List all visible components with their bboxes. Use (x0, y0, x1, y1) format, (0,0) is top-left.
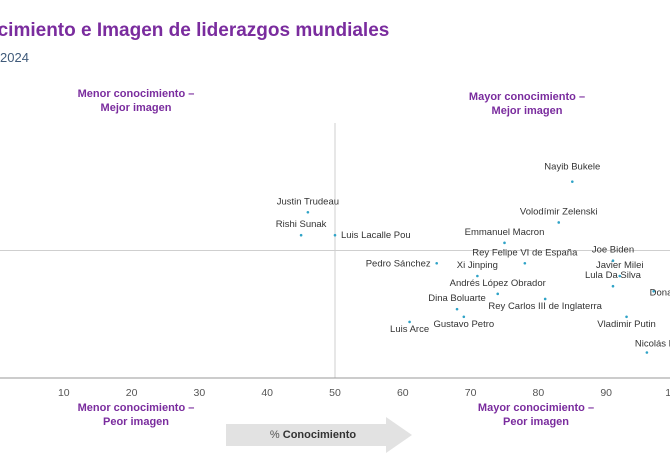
data-point (523, 261, 527, 265)
data-point-label: Xi Jinping (457, 260, 498, 271)
data-point-label: Joe Biden (592, 245, 634, 256)
data-point (333, 233, 337, 237)
quadrant-label-top-right: Mayor conocimiento – Mejor imagen (447, 90, 607, 118)
data-point (299, 233, 303, 237)
data-point-label: Luis Arce (390, 324, 429, 335)
data-point (476, 274, 479, 278)
page-subtitle: 2024 (0, 50, 29, 65)
axis-arrow-title: Conocimiento (282, 429, 357, 441)
x-tick-label: 70 (465, 387, 477, 399)
x-tick-label: 80 (533, 387, 545, 399)
data-point (611, 259, 615, 263)
data-point (557, 221, 561, 224)
data-point (503, 241, 506, 245)
data-point (645, 351, 649, 354)
quadrant-label-top-left: Menor conocimiento – Mejor imagen (56, 87, 216, 115)
data-point-label: Rey Felipe VI de España (472, 247, 578, 258)
data-point (543, 297, 547, 301)
data-point (408, 320, 411, 324)
data-point-label: Nayib Bukele (544, 162, 600, 173)
x-tick-label: 60 (397, 387, 409, 399)
data-point (571, 180, 574, 183)
quadrant-label-line: Mayor conocimiento – (477, 402, 595, 414)
x-tick-label: 40 (261, 387, 273, 399)
data-point-label: Donald Trump (650, 287, 670, 298)
quadrant-label-bottom-right: Mayor conocimiento – Peor imagen (456, 401, 616, 429)
axis-arrow-prefix: % (269, 429, 283, 441)
data-point (455, 307, 459, 311)
x-tick-label: 100 (665, 387, 670, 399)
data-point-label: Dina Boluarte (428, 293, 486, 304)
data-point (435, 261, 439, 265)
axis-arrow-label: % Conocimiento (226, 417, 400, 453)
x-tick-label: 50 (329, 387, 341, 399)
data-point-label: Lula Da Silva (585, 270, 642, 281)
data-point (618, 274, 622, 278)
x-tick-label: 10 (58, 387, 70, 399)
axis-arrow (226, 417, 412, 453)
quadrant-label-line: Peor imagen (502, 416, 570, 428)
data-point-label: Emmanuel Macron (465, 227, 545, 238)
data-point-label: Andrés López Obrador (450, 278, 546, 289)
data-point (462, 315, 466, 319)
quadrant-label-line: Menor conocimiento – (77, 88, 195, 100)
data-point-label: Gustavo Petro (433, 319, 494, 330)
data-point (611, 284, 615, 288)
data-point-label: Volodímir Zelenski (520, 206, 598, 217)
quadrant-label-line: Mejor imagen (100, 102, 172, 114)
quadrant-label-line: Mejor imagen (491, 105, 563, 117)
x-tick-label: 90 (600, 387, 612, 399)
page-title: ocimiento e Imagen de liderazgos mundial… (0, 20, 390, 41)
quadrant-label-line: Mayor conocimiento – (468, 91, 586, 103)
data-point (306, 210, 310, 214)
x-tick-label: 20 (126, 387, 138, 399)
x-tick-label: 30 (194, 387, 206, 399)
data-point-label: Vladimir Putin (597, 319, 656, 330)
data-point-label: Rey Carlos III de Inglaterra (488, 301, 602, 312)
quadrant-label-line: Peor imagen (102, 416, 170, 428)
data-point-label: Nicolás Maduro (635, 339, 670, 350)
data-point-label: Pedro Sánchez (366, 258, 431, 269)
data-point-label: Javier Milei (596, 260, 644, 271)
data-point (496, 292, 500, 296)
quadrant-label-bottom-left: Menor conocimiento – Peor imagen (56, 401, 216, 429)
data-point-label: Luis Lacalle Pou (341, 230, 411, 241)
data-point (652, 290, 655, 293)
data-point-label: Rishi Sunak (276, 219, 327, 230)
data-point-label: Justin Trudeau (277, 196, 339, 207)
quadrant-label-line: Menor conocimiento – (77, 402, 195, 414)
data-point (625, 315, 628, 319)
